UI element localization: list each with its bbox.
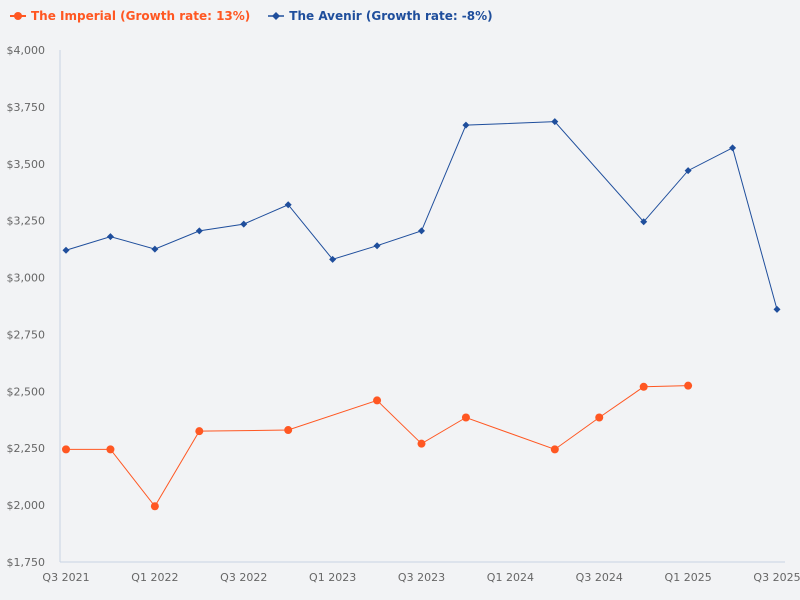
legend: The Imperial (Growth rate: 13%) The Aven… bbox=[10, 9, 493, 23]
data-point bbox=[195, 427, 204, 436]
data-point bbox=[62, 246, 70, 254]
series-line-0 bbox=[66, 385, 689, 508]
data-point bbox=[417, 439, 426, 448]
data-point bbox=[773, 305, 781, 313]
data-point bbox=[640, 218, 648, 226]
data-point bbox=[106, 445, 115, 454]
data-point bbox=[684, 381, 693, 390]
y-tick-label: $1,750 bbox=[7, 556, 46, 569]
circle-marker-icon bbox=[10, 12, 26, 20]
data-point bbox=[729, 144, 737, 152]
legend-label: The Avenir (Growth rate: -8%) bbox=[289, 9, 493, 23]
data-point bbox=[639, 382, 648, 391]
y-tick-label: $4,000 bbox=[7, 44, 46, 57]
data-point bbox=[195, 227, 203, 235]
data-point bbox=[240, 220, 248, 228]
diamond-marker-icon bbox=[268, 12, 285, 20]
data-point bbox=[284, 201, 292, 209]
x-tick-label: Q3 2025 bbox=[753, 571, 800, 584]
data-point bbox=[373, 242, 381, 250]
legend-item-avenir[interactable]: The Avenir (Growth rate: -8%) bbox=[268, 9, 493, 23]
x-tick-label: Q1 2022 bbox=[131, 571, 178, 584]
data-point bbox=[461, 413, 470, 422]
x-tick-label: Q1 2023 bbox=[309, 571, 356, 584]
y-tick-label: $3,250 bbox=[7, 215, 46, 228]
data-point bbox=[151, 245, 159, 253]
y-tick-label: $3,000 bbox=[7, 272, 46, 285]
y-tick-label: $2,750 bbox=[7, 328, 46, 341]
y-tick-label: $2,250 bbox=[7, 442, 46, 455]
y-tick-label: $2,000 bbox=[7, 499, 46, 512]
data-point bbox=[284, 426, 293, 435]
x-tick-label: Q3 2022 bbox=[220, 571, 267, 584]
data-point bbox=[462, 121, 470, 129]
x-tick-label: Q1 2025 bbox=[665, 571, 712, 584]
legend-item-imperial[interactable]: The Imperial (Growth rate: 13%) bbox=[10, 9, 250, 23]
series-line-1 bbox=[65, 121, 778, 310]
data-point bbox=[684, 167, 692, 175]
y-tick-label: $3,500 bbox=[7, 158, 46, 171]
data-point bbox=[551, 118, 559, 126]
x-tick-label: Q3 2023 bbox=[398, 571, 445, 584]
data-point bbox=[595, 413, 604, 422]
data-point bbox=[62, 445, 70, 454]
y-tick-label: $3,750 bbox=[7, 101, 46, 114]
legend-label: The Imperial (Growth rate: 13%) bbox=[31, 9, 251, 23]
data-point bbox=[150, 502, 159, 511]
x-tick-label: Q3 2024 bbox=[576, 571, 623, 584]
data-point bbox=[418, 227, 425, 235]
data-point bbox=[106, 233, 114, 241]
x-tick-label: Q1 2024 bbox=[487, 571, 534, 584]
data-point bbox=[550, 445, 559, 454]
data-point bbox=[373, 396, 382, 405]
y-tick-label: $2,500 bbox=[7, 385, 46, 398]
data-point bbox=[329, 255, 337, 263]
x-tick-label: Q3 2021 bbox=[42, 571, 89, 584]
